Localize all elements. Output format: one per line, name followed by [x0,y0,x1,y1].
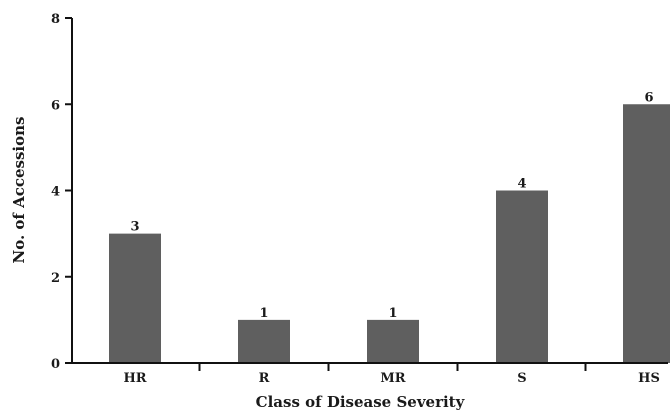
y-tick-label: 4 [51,185,60,200]
x-tick-label: MR [380,371,405,386]
x-tick-label: R [259,371,270,386]
bar-r [238,319,290,363]
data-label-s: 4 [517,177,526,192]
bars [109,104,670,363]
data-labels: 3 1 1 4 6 [130,90,653,321]
data-label-mr: 1 [388,306,397,321]
y-axis-ticks: 0 2 4 6 8 [51,12,72,372]
x-tick-label: HR [123,371,146,386]
y-tick-label: 8 [51,12,60,27]
data-label-hs: 6 [644,90,653,105]
bar-hr [109,233,161,363]
y-axis-title: No. of Accessions [10,117,28,264]
x-tick-label: HS [638,371,660,386]
x-axis-title: Class of Disease Severity [256,393,466,411]
y-tick-label: 6 [51,98,60,113]
bar-s [496,190,548,363]
data-label-hr: 3 [130,220,139,235]
data-label-r: 1 [259,306,268,321]
bar-mr [367,319,419,363]
bar-hs [623,104,670,363]
y-tick-label: 2 [51,271,60,286]
x-axis-ticks: HR R MR S HS [123,363,660,386]
y-tick-label: 0 [51,357,60,372]
x-tick-label: S [517,371,526,386]
